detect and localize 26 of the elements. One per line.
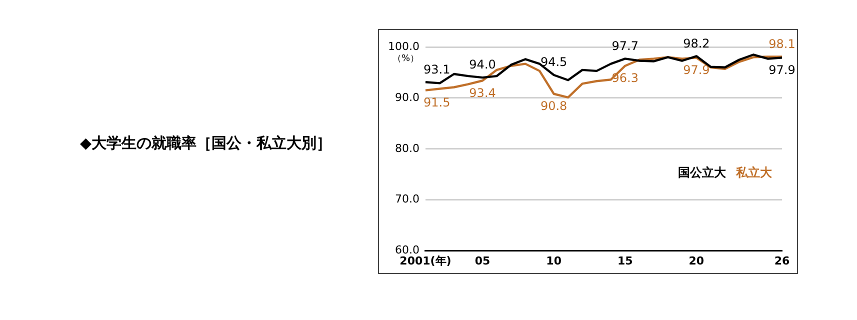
text: 国公立大 (678, 165, 727, 180)
data-label: 94.0 (469, 58, 496, 72)
data-label: 90.8 (540, 99, 568, 113)
data-label: 98.1 (768, 36, 796, 51)
x-tick-label: 10 (546, 254, 562, 268)
y-tick-label: 60.0 (394, 244, 420, 257)
y-axis-title: （%） (392, 54, 420, 64)
x-tick-label: 05 (474, 254, 490, 268)
data-label: 98.2 (683, 36, 710, 50)
data-label: 91.5 (423, 95, 450, 110)
y-tick-label: 100.0 (388, 40, 420, 53)
x-tick-label: 2001(年) (400, 254, 452, 268)
y-tick-label: 90.0 (394, 90, 420, 104)
x-tick-label: 15 (617, 254, 633, 268)
x-tick-label: 20 (688, 254, 704, 268)
text: 私立大 (735, 165, 773, 180)
data-label: 97.7 (612, 38, 638, 53)
y-tick-label: 80.0 (394, 142, 420, 155)
data-label: 93.1 (423, 62, 450, 76)
data-label: 97.9 (683, 62, 710, 77)
x-tick-label: 26 (774, 254, 790, 268)
y-tick-label: 70.0 (394, 192, 420, 206)
text: ◆大学生の就職率［国公・私立大別］ (80, 134, 332, 153)
data-label: 97.9 (768, 62, 796, 77)
data-label: 93.4 (469, 86, 496, 100)
data-label: 94.5 (540, 55, 568, 70)
